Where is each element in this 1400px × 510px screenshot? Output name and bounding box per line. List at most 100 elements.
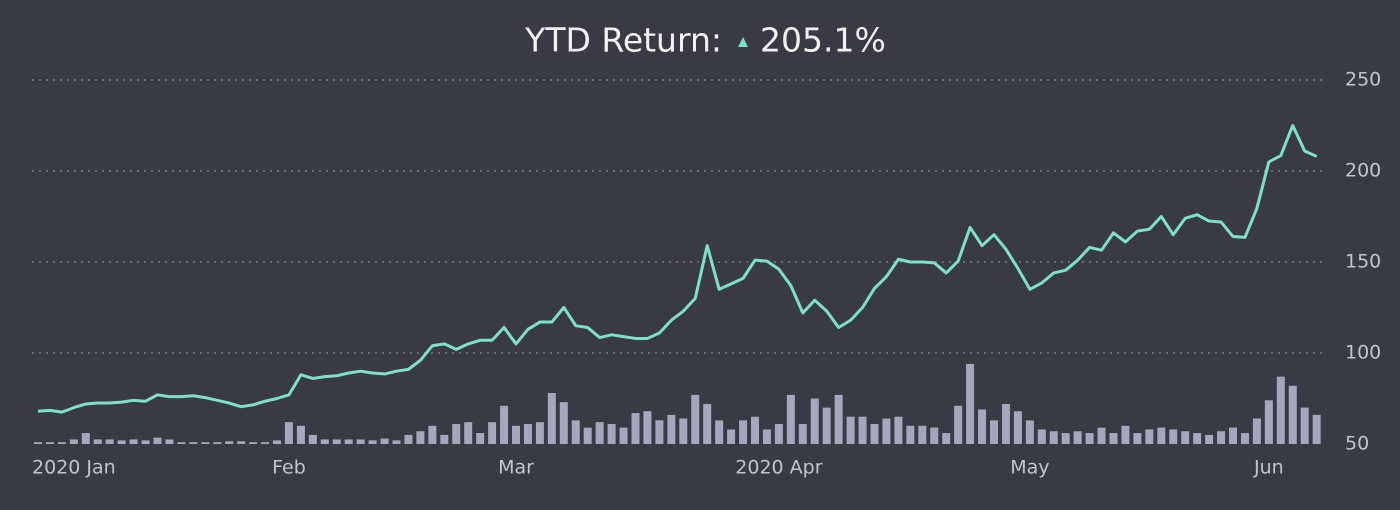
volume-bar <box>667 414 676 444</box>
volume-bar <box>966 363 975 444</box>
x-tick-label: 2020 Apr <box>735 457 822 479</box>
return-value: 205.1% <box>760 21 886 60</box>
volume-bar <box>583 427 592 444</box>
volume-bar <box>1229 427 1237 444</box>
volume-bar <box>762 429 771 444</box>
volume-bar <box>834 394 843 444</box>
volume-bar <box>416 431 425 444</box>
x-tick-label: Jun <box>1253 457 1284 479</box>
volume-bar <box>1121 425 1130 444</box>
volume-bar <box>296 425 305 444</box>
x-tick-label: 2020 Jan <box>32 457 116 479</box>
volume-bar <box>1312 414 1321 444</box>
volume-bar <box>464 422 473 444</box>
volume-bar <box>1025 420 1034 444</box>
x-tick-label: Feb <box>272 457 306 479</box>
volume-bar <box>249 442 258 444</box>
volume-bar <box>655 420 664 444</box>
volume-bar <box>810 398 819 444</box>
volume-bar <box>153 437 162 444</box>
volume-bar <box>954 405 963 444</box>
volume-bar <box>1240 433 1249 444</box>
volume-bar <box>990 420 998 444</box>
volume-bar <box>727 429 736 444</box>
volume-bar <box>45 442 54 444</box>
volume-bar <box>129 439 138 444</box>
volume-bar <box>201 442 210 444</box>
volume-bar <box>34 442 42 444</box>
volume-bar <box>81 433 90 444</box>
volume-bar <box>428 425 437 444</box>
volume-bar <box>284 422 293 444</box>
volume-bar <box>165 439 174 444</box>
volume-bar <box>739 420 748 444</box>
volume-bar <box>846 416 855 444</box>
volume-bar <box>177 442 186 444</box>
volume-bar <box>1157 427 1166 444</box>
volume-bar <box>870 423 879 444</box>
volume-bar <box>894 416 903 444</box>
volume-bar <box>320 439 329 444</box>
x-tick-label: May <box>1010 457 1049 479</box>
volume-bar <box>918 425 927 444</box>
volume-bar <box>751 416 759 444</box>
volume-bar <box>380 438 389 444</box>
volume-bar <box>1073 431 1082 444</box>
volume-bar <box>1300 407 1309 444</box>
up-arrow-icon <box>738 37 748 47</box>
volume-bar <box>213 442 222 444</box>
volume-bar <box>1181 431 1190 444</box>
volume-bar <box>1217 431 1226 444</box>
volume-bar <box>332 439 341 444</box>
volume-bar <box>1001 403 1010 444</box>
volume-bar <box>105 439 114 444</box>
volume-bar <box>523 423 532 444</box>
volume-bar <box>595 422 604 444</box>
volume-bar <box>237 441 246 444</box>
volume-bar <box>488 422 497 444</box>
volume-bar <box>1193 433 1202 444</box>
volume-bar <box>978 409 987 444</box>
volume-bar <box>715 420 724 444</box>
volume-bar <box>1276 376 1285 444</box>
x-tick-label: Mar <box>498 457 534 479</box>
return-line <box>37 124 1318 414</box>
volume-bar <box>1264 400 1273 444</box>
volume-bar <box>368 440 377 444</box>
volume-bar <box>858 416 867 444</box>
volume-bar <box>535 422 544 444</box>
volume-bar <box>798 423 807 444</box>
volume-bar <box>344 439 353 444</box>
volume-bar <box>1205 434 1214 444</box>
volume-bar <box>619 427 628 444</box>
volume-bar <box>117 440 126 444</box>
volume-bar <box>500 405 509 444</box>
y-tick-label: 100 <box>1345 342 1381 364</box>
volume-bar <box>69 439 78 444</box>
volume-bar <box>189 442 198 444</box>
volume-bar <box>1037 429 1046 444</box>
volume-bar <box>404 434 413 444</box>
y-tick-label: 50 <box>1345 433 1369 455</box>
volume-bar <box>691 394 700 444</box>
volume-bar <box>774 423 783 444</box>
volume-bar <box>512 425 520 444</box>
y-tick-label: 200 <box>1345 160 1381 182</box>
volume-bar <box>822 407 831 444</box>
volume-bar <box>1252 418 1261 444</box>
volume-bar <box>631 413 640 444</box>
volume-bar <box>1169 429 1178 444</box>
volume-bar <box>571 420 580 444</box>
volume-bar <box>1097 427 1106 444</box>
volume-bar <box>452 423 461 444</box>
volume-bar <box>57 442 66 444</box>
volume-bar <box>308 434 317 444</box>
volume-bar <box>882 418 891 444</box>
volume-bar <box>559 402 568 444</box>
volume-bar <box>643 411 652 444</box>
volume-bar <box>1133 433 1142 444</box>
volume-bar <box>476 433 485 444</box>
volume-bar <box>679 418 688 444</box>
chart-title: YTD Return: <box>524 21 722 60</box>
